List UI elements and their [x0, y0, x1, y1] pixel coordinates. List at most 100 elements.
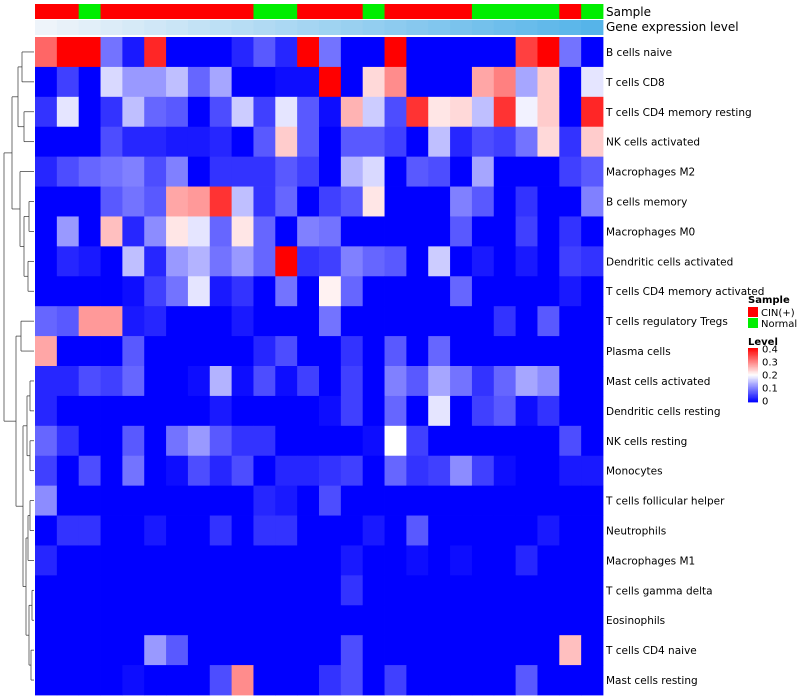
heatmap-cell [406, 126, 429, 158]
heatmap-cell [187, 515, 211, 546]
heatmap-cell [56, 485, 80, 516]
heatmap-cell [253, 336, 276, 367]
heatmap-cell [166, 66, 189, 98]
sample-annotation-cell [166, 4, 189, 19]
heatmap-cell [340, 665, 364, 696]
heatmap-cell [253, 96, 276, 128]
heatmap-cell [297, 395, 320, 427]
level-gradient-segment [748, 368, 758, 370]
heatmap-cell [362, 515, 385, 546]
sample-legend-label: Normal [761, 319, 797, 330]
expression-annotation-cell [450, 20, 473, 35]
heatmap-cell [231, 425, 254, 457]
heatmap-cell [56, 66, 80, 98]
heatmap-cell [428, 37, 451, 68]
row-label: B cells memory [606, 197, 687, 209]
heatmap-cell [253, 515, 276, 546]
heatmap-cell [35, 515, 58, 546]
expression-annotation-cell [581, 20, 604, 35]
heatmap-cell [144, 37, 167, 68]
expression-annotation-cell [362, 20, 385, 35]
heatmap-cell [384, 635, 407, 666]
heatmap-cell [100, 366, 123, 397]
heatmap-cell [122, 545, 145, 576]
heatmap-cell [35, 635, 58, 666]
heatmap-cell [340, 575, 364, 606]
heatmap-cell [231, 186, 254, 217]
heatmap-cell [231, 366, 254, 397]
heatmap-cell [35, 395, 58, 427]
level-gradient-segment [748, 395, 758, 397]
heatmap-cell [166, 545, 189, 576]
heatmap-cell [340, 455, 364, 487]
heatmap-cell [297, 66, 320, 98]
heatmap-cell [450, 635, 473, 666]
expression-annotation-cell [187, 20, 211, 35]
heatmap-cell [384, 336, 407, 367]
heatmap-cell [428, 455, 451, 487]
heatmap-cell [187, 126, 211, 158]
heatmap-cell [340, 515, 364, 546]
heatmap-cell [187, 216, 211, 247]
heatmap-cell [515, 216, 538, 247]
heatmap-cell [384, 366, 407, 397]
sample-annotation-cell [231, 4, 254, 19]
heatmap-cell [428, 395, 451, 427]
heatmap-cell [78, 96, 101, 128]
heatmap-cell [253, 575, 276, 606]
heatmap-cell [559, 336, 582, 367]
heatmap-cell [275, 186, 298, 217]
heatmap-cell [297, 545, 320, 576]
heatmap-cell [100, 246, 123, 277]
heatmap-cell [340, 216, 364, 247]
heatmap-cell [253, 635, 276, 666]
heatmap-cell [275, 366, 298, 397]
row-label: Dendritic cells activated [606, 256, 733, 268]
sample-annotation-cell [384, 4, 407, 19]
heatmap-cell [340, 66, 364, 98]
heatmap-cell [319, 575, 342, 606]
heatmap-cell [319, 156, 342, 187]
level-gradient-segment [748, 375, 758, 377]
sample-legend-swatch [748, 318, 758, 328]
heatmap-cell [559, 126, 582, 158]
heatmap-cell [166, 186, 189, 217]
heatmap-cell [209, 575, 233, 606]
heatmap-cell [122, 395, 145, 427]
heatmap-cell [493, 246, 517, 277]
heatmap-cell [362, 276, 385, 307]
expression-annotation-cell [144, 20, 167, 35]
heatmap-cell [384, 545, 407, 576]
heatmap-cell [450, 366, 473, 397]
row-label: T cells CD4 naive [605, 645, 697, 657]
heatmap-cell [428, 366, 451, 397]
heatmap-cell [471, 455, 495, 487]
heatmap-cell [537, 395, 560, 427]
heatmap-cell [450, 665, 473, 696]
level-gradient-segment [748, 397, 758, 400]
heatmap-cell [384, 425, 407, 457]
heatmap-cell [56, 635, 80, 666]
heatmap-cell [187, 186, 211, 217]
heatmap-cell [362, 37, 385, 68]
heatmap-cell [187, 395, 211, 427]
heatmap-cell [297, 276, 320, 307]
level-gradient-segment [748, 376, 758, 379]
heatmap-cell [428, 276, 451, 307]
expression-annotation-cell [384, 20, 407, 35]
heatmap-cell [297, 485, 320, 516]
heatmap-cell [581, 37, 604, 68]
heatmap-cell [78, 66, 101, 98]
heatmap-cell [319, 605, 342, 636]
level-gradient-segment [748, 369, 758, 372]
heatmap-cell [100, 425, 123, 457]
heatmap-cell [166, 306, 189, 337]
heatmap-cell [581, 246, 604, 277]
heatmap-cell [209, 336, 233, 367]
heatmap-cell [493, 216, 517, 247]
heatmap-cell [253, 545, 276, 576]
heatmap-cell [166, 156, 189, 187]
heatmap-cell [187, 605, 211, 636]
heatmap-cell [515, 515, 538, 546]
heatmap-cell [559, 635, 582, 666]
